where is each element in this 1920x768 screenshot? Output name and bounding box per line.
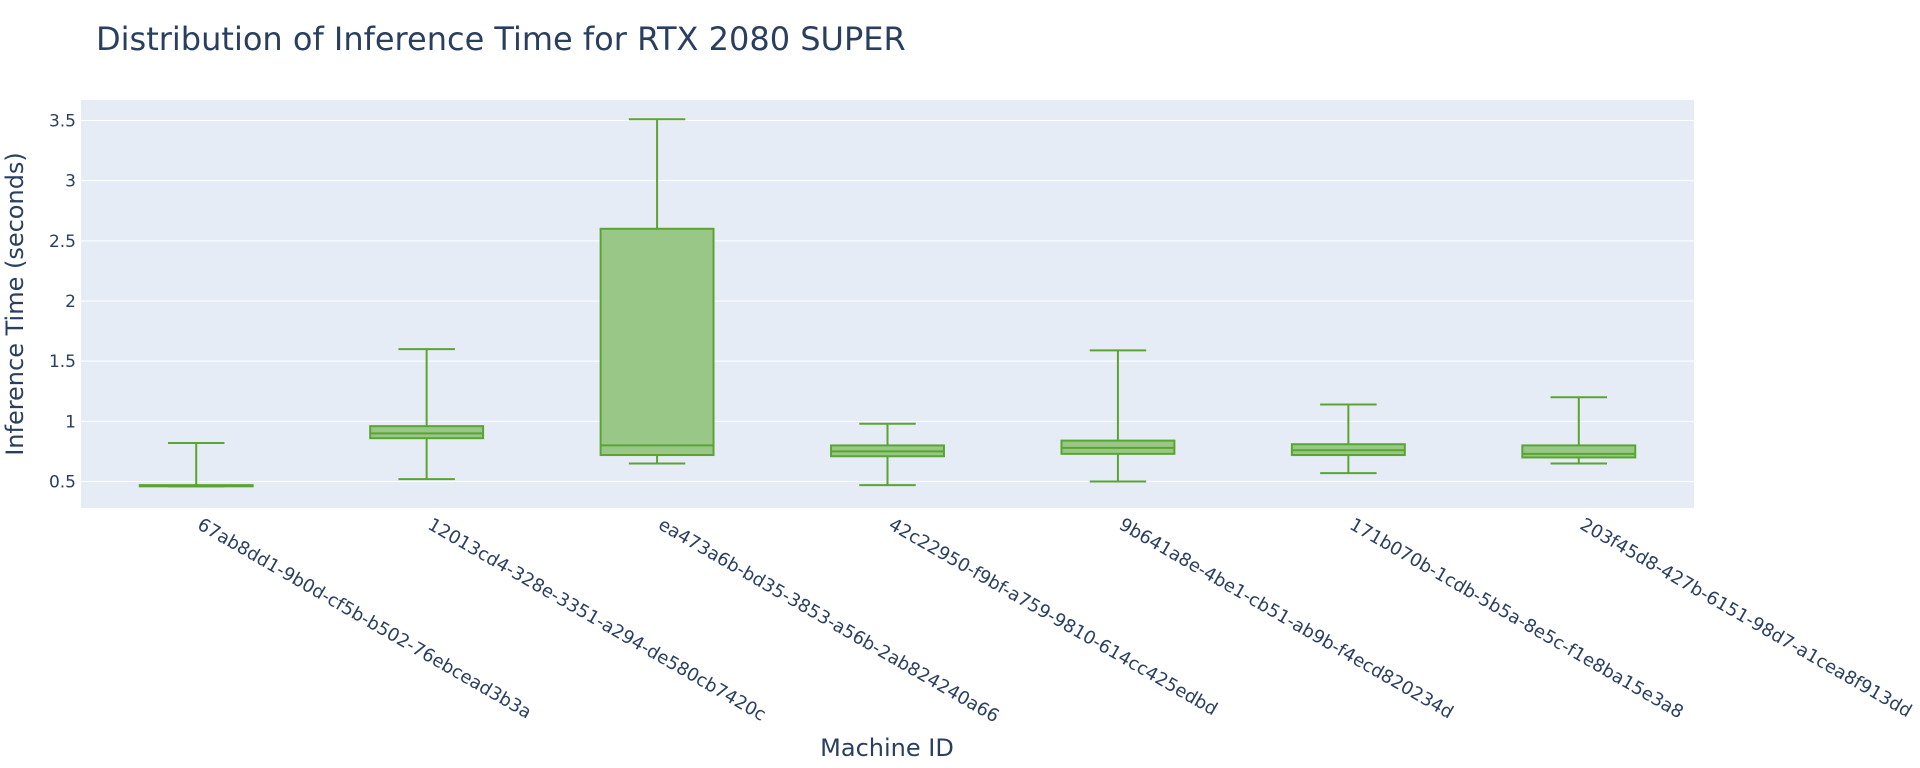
- box-5: [1060, 349, 1176, 483]
- y-tick-label: 3.5: [49, 111, 76, 131]
- box-2: [369, 348, 485, 481]
- grid-lines: [81, 119, 1694, 483]
- box-1: [138, 442, 254, 488]
- box-4: [830, 422, 945, 487]
- box-7: [1521, 396, 1637, 465]
- y-axis-ticks: 0.5 1 1.5 2 2.5 3 3.5: [49, 111, 76, 492]
- y-tick-label: 2: [65, 292, 76, 312]
- y-tick-label: 0.5: [49, 473, 76, 493]
- iqr-box: [369, 425, 485, 440]
- y-tick-label: 2.5: [49, 232, 76, 252]
- boxes: [138, 118, 1637, 488]
- y-tick-label: 1.5: [49, 352, 76, 372]
- box-6: [1290, 403, 1406, 475]
- x-axis-ticks: 67ab8dd1-9b0d-cf5b-b502-76ebcead3b3a1201…: [194, 514, 1916, 727]
- x-axis-title: Machine ID: [820, 734, 954, 762]
- y-axis-title: Inference Time (seconds): [1, 152, 29, 456]
- chart-title: Distribution of Inference Time for RTX 2…: [96, 20, 906, 58]
- y-tick-label: 1: [65, 412, 76, 432]
- iqr-box: [1521, 444, 1637, 459]
- y-tick-label: 3: [65, 172, 76, 192]
- box-3: [599, 118, 715, 465]
- iqr-box: [599, 227, 715, 457]
